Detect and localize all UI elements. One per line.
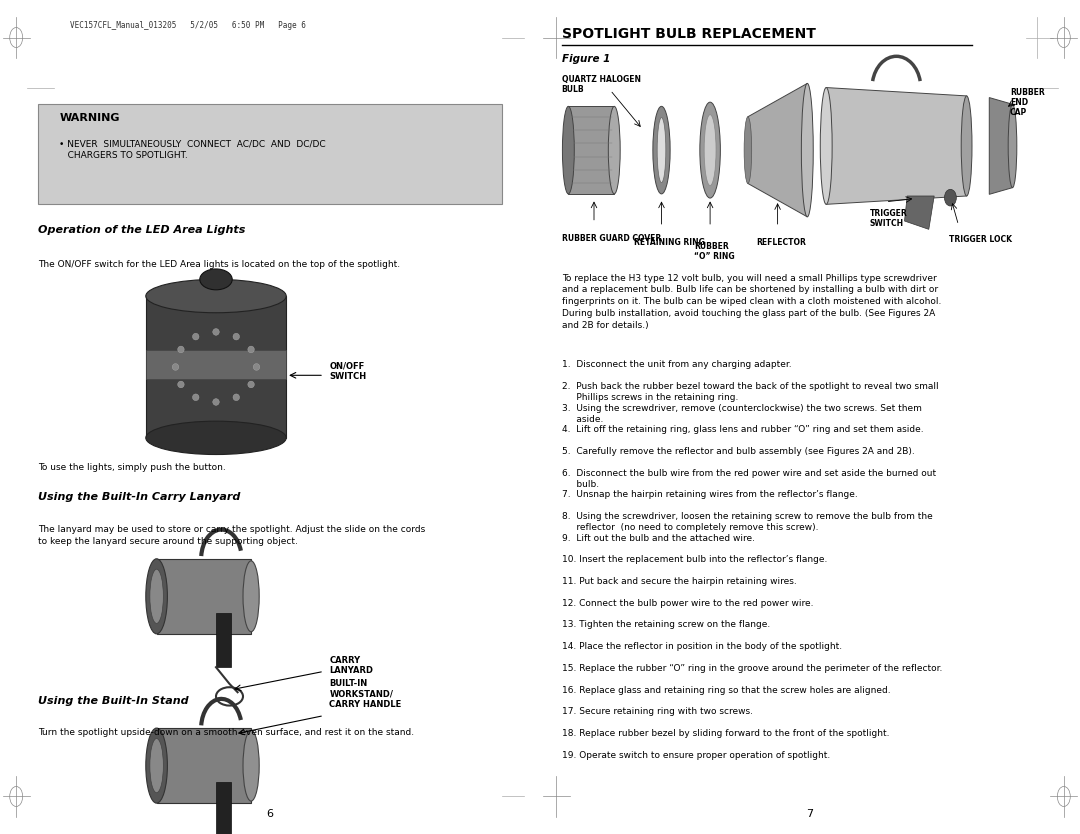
Ellipse shape <box>200 269 232 289</box>
Ellipse shape <box>657 118 665 183</box>
Text: To use the lights, simply push the button.: To use the lights, simply push the butto… <box>38 463 226 472</box>
Ellipse shape <box>652 107 670 194</box>
Text: Figure 1: Figure 1 <box>562 54 610 64</box>
Ellipse shape <box>247 346 254 353</box>
Text: Turn the spotlight upside-down on a smooth even surface, and rest it on the stan: Turn the spotlight upside-down on a smoo… <box>38 728 414 737</box>
Text: 9.  Lift out the bulb and the attached wire.: 9. Lift out the bulb and the attached wi… <box>562 534 755 543</box>
Text: 2.  Push back the rubber bezel toward the back of the spotlight to reveal two sm: 2. Push back the rubber bezel toward the… <box>562 382 939 402</box>
Text: The lanyard may be used to store or carry the spotlight. Adjust the slide on the: The lanyard may be used to store or carr… <box>38 525 426 545</box>
Polygon shape <box>826 88 967 204</box>
Text: 14. Place the reflector in position in the body of the spotlight.: 14. Place the reflector in position in t… <box>562 642 841 651</box>
Text: SPOTLIGHT BULB REPLACEMENT: SPOTLIGHT BULB REPLACEMENT <box>562 27 815 41</box>
Text: BUILT-IN
WORKSTAND/
CARRY HANDLE: BUILT-IN WORKSTAND/ CARRY HANDLE <box>329 679 402 709</box>
Text: 8.  Using the screwdriver, loosen the retaining screw to remove the bulb from th: 8. Using the screwdriver, loosen the ret… <box>562 512 932 532</box>
Ellipse shape <box>944 189 957 206</box>
Text: RUBBER
“O” RING: RUBBER “O” RING <box>693 242 734 261</box>
Text: 16. Replace glass and retaining ring so that the screw holes are aligned.: 16. Replace glass and retaining ring so … <box>562 686 890 695</box>
Text: 13. Tighten the retaining screw on the flange.: 13. Tighten the retaining screw on the f… <box>562 620 770 630</box>
Text: 6: 6 <box>267 809 273 819</box>
Ellipse shape <box>150 570 163 624</box>
Polygon shape <box>989 98 1013 194</box>
Point <box>966 40 978 50</box>
Ellipse shape <box>821 88 833 204</box>
Ellipse shape <box>192 394 199 400</box>
Ellipse shape <box>146 559 167 634</box>
Ellipse shape <box>700 103 720 198</box>
Ellipse shape <box>247 381 254 388</box>
Ellipse shape <box>744 117 752 183</box>
Text: 7: 7 <box>807 809 813 819</box>
Text: 5.  Carefully remove the reflector and bulb assembly (see Figures 2A and 2B).: 5. Carefully remove the reflector and bu… <box>562 447 915 456</box>
Ellipse shape <box>146 279 286 313</box>
Bar <box>146 350 286 379</box>
Ellipse shape <box>243 731 259 801</box>
Ellipse shape <box>961 96 972 196</box>
Text: REFLECTOR: REFLECTOR <box>756 238 806 247</box>
Ellipse shape <box>563 107 575 194</box>
Text: RUBBER
END
CAP: RUBBER END CAP <box>1010 88 1044 118</box>
Ellipse shape <box>213 399 219 405</box>
Text: CARRY
LANYARD: CARRY LANYARD <box>329 656 374 676</box>
Ellipse shape <box>146 728 167 803</box>
Text: RETAINING RING: RETAINING RING <box>635 238 705 247</box>
Ellipse shape <box>253 364 260 370</box>
Bar <box>216 782 231 834</box>
Bar <box>216 613 231 667</box>
Text: 19. Operate switch to ensure proper operation of spotlight.: 19. Operate switch to ensure proper oper… <box>562 751 829 760</box>
Ellipse shape <box>233 394 240 400</box>
Text: TRIGGER LOCK: TRIGGER LOCK <box>949 235 1012 244</box>
Ellipse shape <box>213 329 219 335</box>
Point <box>555 40 568 50</box>
Text: WARNING: WARNING <box>59 113 120 123</box>
Ellipse shape <box>150 739 163 792</box>
Text: The ON/OFF switch for the LED Area lights is located on the top of the spotlight: The ON/OFF switch for the LED Area light… <box>38 260 400 269</box>
Ellipse shape <box>146 421 286 455</box>
Ellipse shape <box>243 561 259 632</box>
Text: 1.  Disconnect the unit from any charging adapter.: 1. Disconnect the unit from any charging… <box>562 360 792 369</box>
Ellipse shape <box>192 334 199 340</box>
Text: RUBBER GUARD COVER: RUBBER GUARD COVER <box>562 234 661 243</box>
Ellipse shape <box>178 381 185 388</box>
Text: Operation of the LED Area Lights: Operation of the LED Area Lights <box>38 225 245 235</box>
Polygon shape <box>905 196 934 229</box>
Ellipse shape <box>704 114 716 186</box>
Bar <box>568 107 615 194</box>
Text: 18. Replace rubber bezel by sliding forward to the front of the spotlight.: 18. Replace rubber bezel by sliding forw… <box>562 729 889 738</box>
Ellipse shape <box>233 334 240 340</box>
Text: 12. Connect the bulb power wire to the red power wire.: 12. Connect the bulb power wire to the r… <box>562 599 813 608</box>
Text: 17. Secure retaining ring with two screws.: 17. Secure retaining ring with two screw… <box>562 707 753 716</box>
Bar <box>157 728 251 803</box>
Bar <box>146 296 286 438</box>
Text: 3.  Using the screwdriver, remove (counterclockwise) the two screws. Set them
  : 3. Using the screwdriver, remove (counte… <box>562 404 921 424</box>
Ellipse shape <box>1008 104 1017 188</box>
Text: 4.  Lift off the retaining ring, glass lens and rubber “O” ring and set them asi: 4. Lift off the retaining ring, glass le… <box>562 425 923 435</box>
Text: 11. Put back and secure the hairpin retaining wires.: 11. Put back and secure the hairpin reta… <box>562 577 796 586</box>
Text: VEC157CFL_Manual_013205   5/2/05   6:50 PM   Page 6: VEC157CFL_Manual_013205 5/2/05 6:50 PM P… <box>70 21 306 30</box>
Text: Using the Built-In Stand: Using the Built-In Stand <box>38 696 188 706</box>
Text: ON/OFF
SWITCH: ON/OFF SWITCH <box>329 361 366 381</box>
Text: 10. Insert the replacement bulb into the reflector’s flange.: 10. Insert the replacement bulb into the… <box>562 555 827 565</box>
Text: 15. Replace the rubber “O” ring in the groove around the perimeter of the reflec: 15. Replace the rubber “O” ring in the g… <box>562 664 942 673</box>
Bar <box>38 104 502 204</box>
Polygon shape <box>747 83 807 217</box>
Text: Using the Built-In Carry Lanyard: Using the Built-In Carry Lanyard <box>38 492 240 502</box>
Bar <box>157 559 251 634</box>
Text: 7.  Unsnap the hairpin retaining wires from the reflector’s flange.: 7. Unsnap the hairpin retaining wires fr… <box>562 490 858 500</box>
Text: To replace the H3 type 12 volt bulb, you will need a small Phillips type screwdr: To replace the H3 type 12 volt bulb, you… <box>562 274 941 329</box>
Ellipse shape <box>608 107 620 194</box>
Text: 6.  Disconnect the bulb wire from the red power wire and set aside the burned ou: 6. Disconnect the bulb wire from the red… <box>562 469 935 489</box>
Text: QUARTZ HALOGEN
BULB: QUARTZ HALOGEN BULB <box>562 75 640 94</box>
Ellipse shape <box>801 83 813 217</box>
Ellipse shape <box>178 346 185 353</box>
Text: TRIGGER
SWITCH: TRIGGER SWITCH <box>869 208 907 228</box>
Text: • NEVER  SIMULTANEOUSLY  CONNECT  AC/DC  AND  DC/DC
   CHARGERS TO SPOTLIGHT.: • NEVER SIMULTANEOUSLY CONNECT AC/DC AND… <box>59 139 326 160</box>
Ellipse shape <box>173 364 179 370</box>
